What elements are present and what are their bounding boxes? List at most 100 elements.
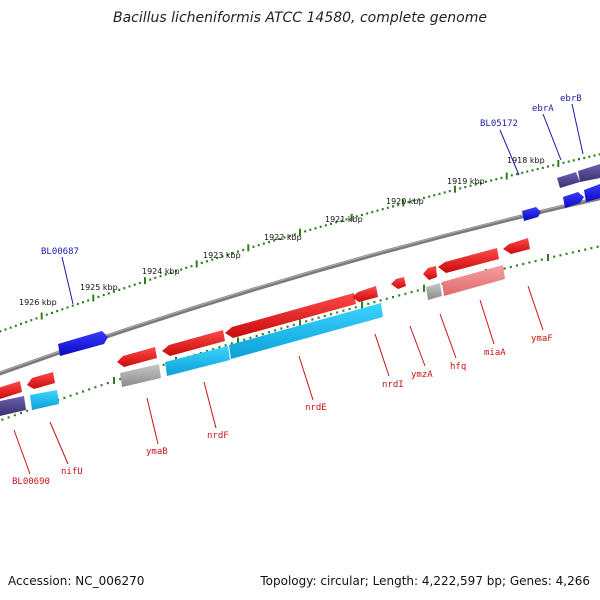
- inner-scale-dot: [416, 289, 419, 292]
- outer-scale-dot: [547, 165, 549, 168]
- hit-reverse-nifU[interactable]: [30, 390, 59, 410]
- outer-scale-dot: [510, 174, 513, 177]
- gene-label-BL00687[interactable]: BL00687: [41, 247, 79, 257]
- outer-scale-dot: [593, 154, 596, 157]
- outer-scale-dot: [598, 153, 600, 156]
- inner-scale-dot: [398, 294, 401, 297]
- inner-scale-dot: [249, 336, 252, 339]
- gene-forward-BL05172[interactable]: [522, 207, 541, 221]
- outer-scale-dot: [175, 270, 177, 273]
- inner-scale-dot: [584, 248, 587, 251]
- gene-reverse-hfq[interactable]: [423, 266, 437, 280]
- outer-scale-dot: [45, 313, 48, 316]
- gene-reverse-miaA[interactable]: [438, 248, 499, 273]
- inner-scale-dot: [106, 382, 109, 385]
- gene-label-ymaB[interactable]: ymaB: [146, 447, 168, 457]
- hit-reverse-BL00690[interactable]: [0, 396, 26, 416]
- outer-scale-dot: [526, 170, 529, 173]
- gene-label-BL05172[interactable]: BL05172: [480, 119, 518, 129]
- gene-reverse-nrdF[interactable]: [162, 330, 225, 356]
- outer-scale-dot: [118, 288, 121, 291]
- gene-reverse-BL00690[interactable]: [0, 381, 22, 399]
- inner-scale-dot: [540, 258, 543, 261]
- outer-scale-dot: [185, 266, 188, 269]
- gene-label-miaA[interactable]: miaA: [484, 348, 506, 358]
- hit-reverse-ymaB[interactable]: [120, 364, 161, 387]
- inner-scale-dot: [75, 392, 78, 395]
- outer-scale-dot: [221, 255, 224, 258]
- gene-reverse-ymaB[interactable]: [117, 347, 157, 367]
- hit-reverse-nrdE[interactable]: [229, 303, 383, 359]
- outer-scale-dot: [61, 308, 64, 311]
- outer-scale-dot: [407, 201, 410, 204]
- inner-scale-dot: [212, 348, 215, 351]
- tick-label-1925: 1925 kbp: [80, 283, 118, 292]
- outer-scale-dot: [345, 218, 348, 221]
- inner-scale-tick: [423, 284, 425, 292]
- inner-scale-dot: [553, 255, 556, 258]
- outer-scale-dot: [164, 273, 167, 276]
- gene-reverse-nrdI[interactable]: [352, 286, 378, 302]
- gene-label-hfq[interactable]: hfq: [450, 362, 466, 372]
- map-title: Bacillus licheniformis ATCC 14580, compl…: [113, 10, 487, 26]
- gene-label-nrdE[interactable]: nrdE: [305, 403, 327, 413]
- hit-reverse-hfq[interactable]: [426, 283, 442, 300]
- outer-scale-tick: [195, 260, 198, 268]
- gene-forward-ebrB-cds[interactable]: [584, 184, 600, 202]
- outer-scale-dot: [82, 301, 84, 304]
- tick-label-1922: 1922 kbp: [264, 233, 302, 242]
- gene-label-nrdI[interactable]: nrdI: [382, 380, 404, 390]
- outer-scale-dot: [231, 252, 234, 255]
- outer-scale-dot: [443, 191, 446, 194]
- gene-label-ebrB[interactable]: ebrB: [560, 94, 582, 104]
- gene-forward-ebrA[interactable]: [557, 172, 580, 188]
- gene-reverse-nrdE[interactable]: [225, 293, 356, 338]
- outer-scale-dot: [14, 324, 17, 327]
- gene-forward-ebrB[interactable]: [578, 164, 600, 182]
- tick-label-1924: 1924 kbp: [142, 267, 180, 276]
- inner-scale-dot: [100, 384, 103, 387]
- gene-label-nifU[interactable]: nifU: [61, 467, 83, 477]
- outer-scale-dot: [479, 182, 482, 185]
- gene-label-ymaF[interactable]: ymaF: [531, 334, 553, 344]
- gene-label-BL00690[interactable]: BL00690: [12, 477, 50, 487]
- outer-scale-dot: [257, 244, 260, 247]
- outer-scale-dot: [433, 194, 436, 197]
- outer-scale-dots: [0, 153, 600, 333]
- inner-scale-dot: [26, 409, 29, 412]
- outer-scale-dot: [216, 256, 219, 260]
- inner-scale-dot: [410, 291, 413, 294]
- inner-scale-dot: [292, 323, 295, 326]
- outer-scale-dot: [278, 237, 281, 241]
- outer-scale-dot: [324, 224, 327, 227]
- gene-label-nrdF[interactable]: nrdF: [207, 431, 229, 441]
- inner-scale-dot: [224, 344, 227, 347]
- gene-reverse-ymzA[interactable]: [391, 277, 406, 289]
- inner-scale-dot: [559, 254, 562, 257]
- outer-scale-dot: [521, 171, 524, 174]
- outer-scale-dot: [562, 161, 565, 164]
- inner-scale-dot: [516, 264, 518, 267]
- outer-scale-dot: [567, 160, 570, 163]
- outer-scale-dot: [448, 190, 451, 193]
- outer-scale-dot: [180, 268, 183, 271]
- inner-scale-dot: [82, 390, 84, 393]
- gene-label-ymzA[interactable]: ymzA: [411, 370, 433, 380]
- outer-scale-dot: [381, 208, 384, 211]
- inner-scale-dot: [243, 338, 246, 341]
- inner-scale-dot: [261, 333, 264, 336]
- gene-label-ebrA[interactable]: ebrA: [532, 104, 554, 114]
- outer-scale-dot: [66, 306, 69, 309]
- gene-forward-BL00687[interactable]: [58, 331, 108, 356]
- gene-forward-ebrA-cds[interactable]: [563, 192, 584, 208]
- inner-scale-dot: [206, 350, 208, 353]
- tick-label-1918: 1918 kbp: [507, 156, 545, 165]
- hit-reverse-nrdF[interactable]: [165, 346, 230, 376]
- outer-scale-dot: [423, 196, 425, 200]
- outer-scale-dot: [459, 187, 462, 190]
- outer-scale-dot: [293, 233, 296, 236]
- gene-reverse-nifU[interactable]: [27, 372, 55, 389]
- outer-scale-dot: [583, 156, 586, 160]
- hit-reverse-miaA[interactable]: [442, 265, 505, 296]
- gene-reverse-ymaF[interactable]: [503, 238, 530, 254]
